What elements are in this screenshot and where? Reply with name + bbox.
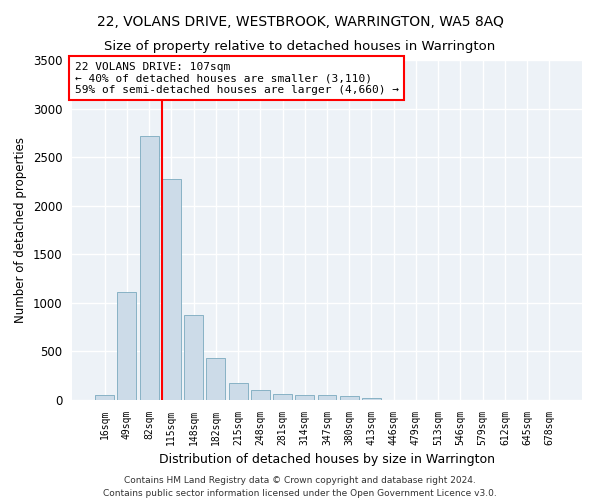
Text: 22 VOLANS DRIVE: 107sqm
← 40% of detached houses are smaller (3,110)
59% of semi: 22 VOLANS DRIVE: 107sqm ← 40% of detache… — [74, 62, 398, 95]
Bar — [273, 394, 292, 400]
Bar — [295, 394, 314, 400]
Text: Contains public sector information licensed under the Open Government Licence v3: Contains public sector information licen… — [103, 488, 497, 498]
Bar — [317, 395, 337, 400]
Bar — [362, 398, 381, 400]
Text: Contains HM Land Registry data © Crown copyright and database right 2024.: Contains HM Land Registry data © Crown c… — [124, 476, 476, 485]
Bar — [95, 395, 114, 400]
Bar — [162, 178, 181, 400]
Bar — [184, 316, 203, 400]
Text: 22, VOLANS DRIVE, WESTBROOK, WARRINGTON, WA5 8AQ: 22, VOLANS DRIVE, WESTBROOK, WARRINGTON,… — [97, 15, 503, 29]
Bar — [140, 136, 158, 400]
Bar — [118, 292, 136, 400]
Bar — [229, 383, 248, 400]
Bar — [206, 358, 225, 400]
Bar — [340, 396, 359, 400]
X-axis label: Distribution of detached houses by size in Warrington: Distribution of detached houses by size … — [159, 454, 495, 466]
Bar — [251, 390, 270, 400]
Text: Size of property relative to detached houses in Warrington: Size of property relative to detached ho… — [104, 40, 496, 53]
Y-axis label: Number of detached properties: Number of detached properties — [14, 137, 27, 323]
